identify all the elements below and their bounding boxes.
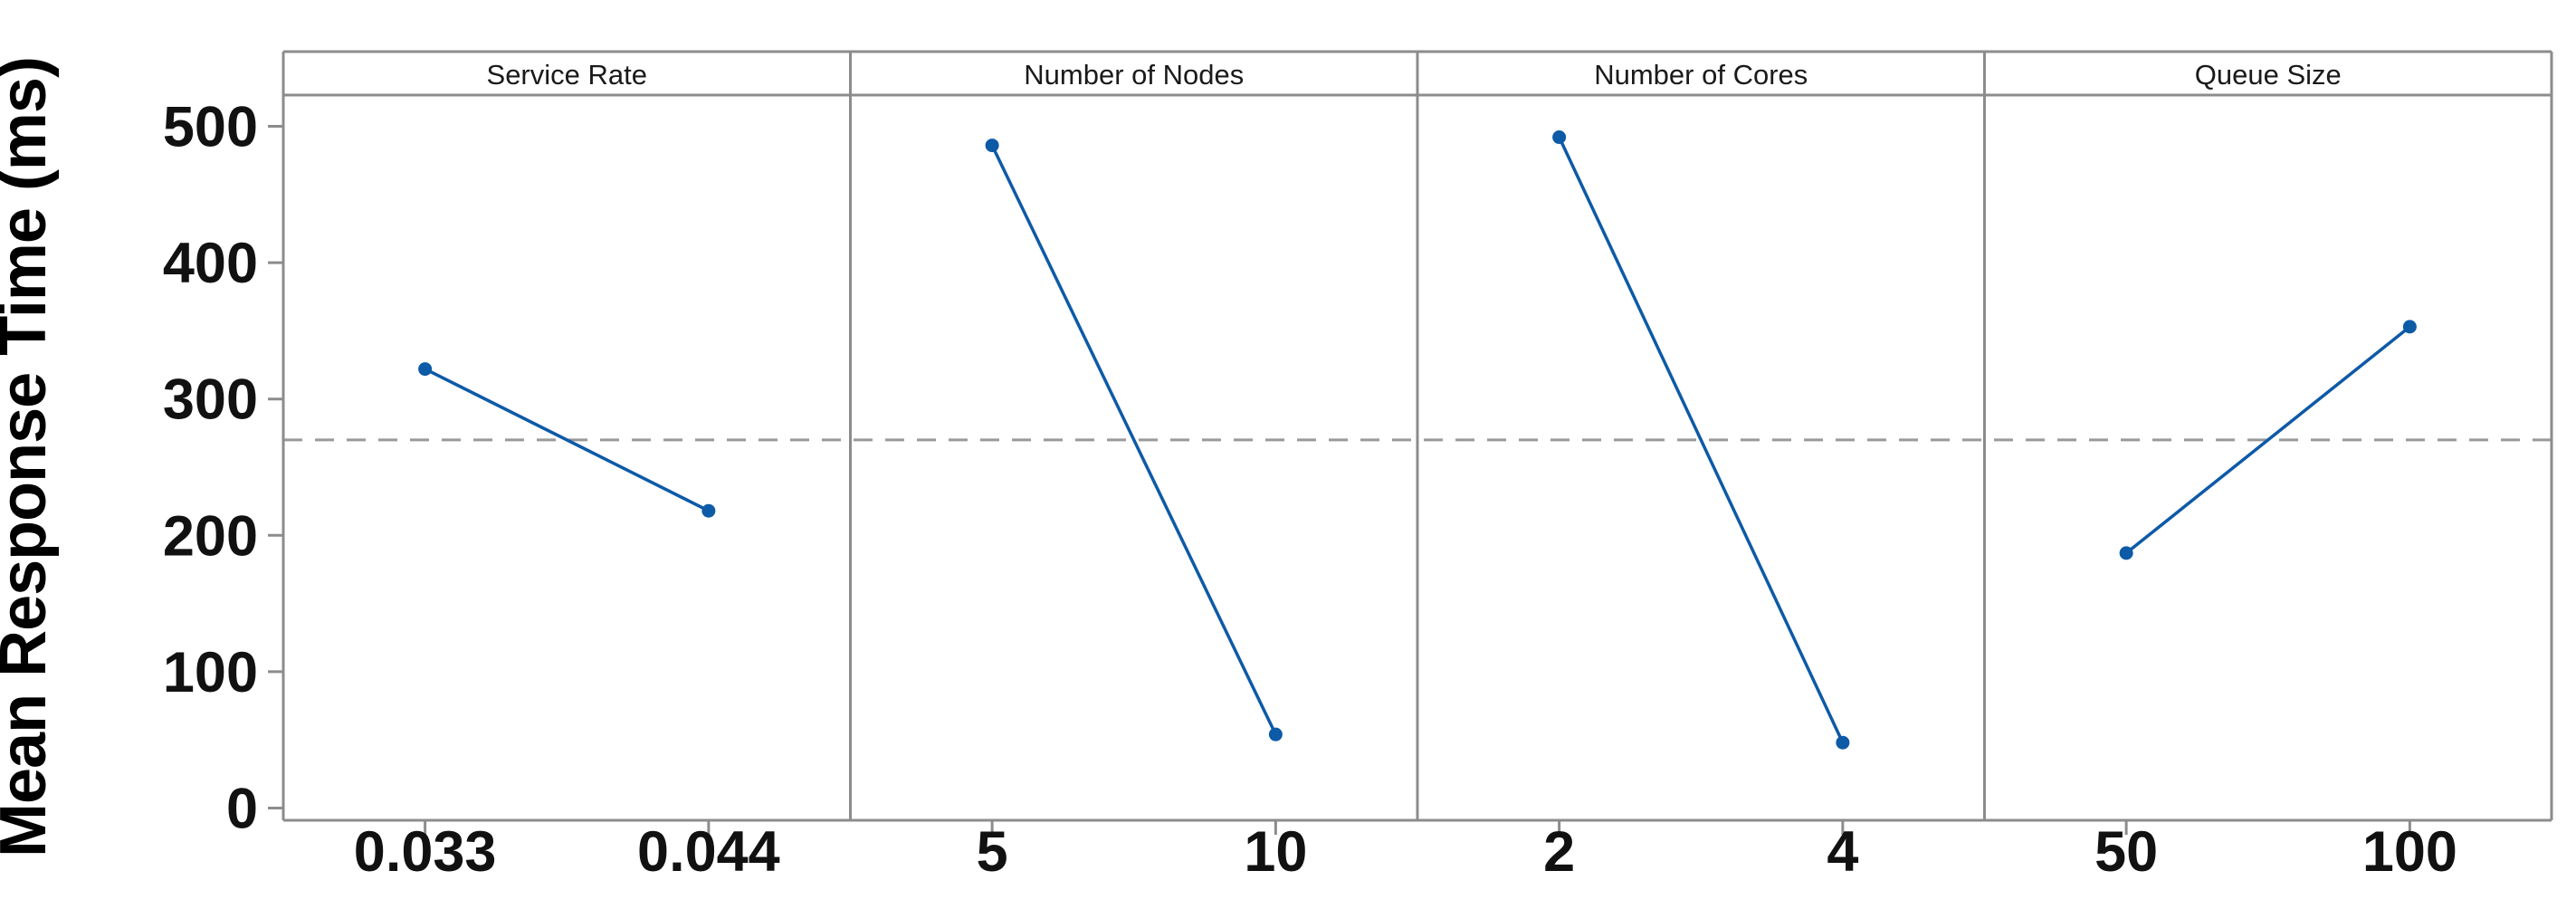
data-point-marker — [2402, 320, 2417, 334]
series-line — [2125, 325, 2411, 555]
data-point-marker — [1552, 130, 1567, 145]
x-tick-label: 10 — [1244, 820, 1307, 884]
x-tick-label: 0.033 — [354, 820, 497, 884]
data-point-marker — [1268, 727, 1283, 742]
panel-header-label: Number of Nodes — [1024, 59, 1244, 91]
x-tick-label: 4 — [1827, 820, 1858, 884]
panel-header-label: Service Rate — [487, 59, 647, 91]
y-axis-title: Mean Response Time (ms) — [0, 57, 60, 857]
data-point-marker — [985, 139, 999, 153]
series-line — [1558, 136, 1845, 743]
x-tick-label: 50 — [2094, 820, 2158, 884]
plot-layer: 0 100 200 300 400 500 Service Rate 0.033 0.044 Nu… — [163, 50, 2553, 884]
x-tick-label: 5 — [977, 820, 1008, 884]
panel-header-label: Queue Size — [2195, 59, 2342, 91]
series-line — [990, 144, 1277, 735]
x-tick-label: 0.044 — [637, 820, 780, 884]
data-point-marker — [701, 503, 716, 518]
y-tick-label: 400 — [163, 232, 258, 295]
y-tick-label: 500 — [163, 96, 258, 159]
y-tick-label: 0 — [226, 778, 258, 841]
data-point-marker — [2119, 546, 2133, 560]
data-point-marker — [1836, 735, 1850, 750]
x-tick-label: 2 — [1543, 820, 1575, 884]
series-line — [424, 368, 710, 512]
y-tick-label: 300 — [163, 368, 258, 432]
y-tick-label: 200 — [163, 504, 258, 568]
data-point-marker — [418, 362, 433, 377]
panel-header-label: Number of Cores — [1594, 59, 1808, 91]
x-tick-label: 100 — [2362, 820, 2457, 884]
y-tick-label: 100 — [163, 641, 258, 704]
